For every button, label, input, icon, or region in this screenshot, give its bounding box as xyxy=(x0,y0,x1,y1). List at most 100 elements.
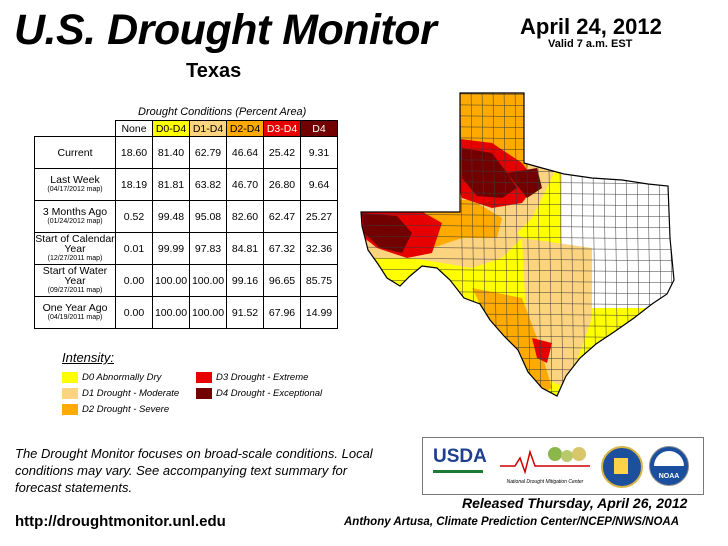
county-line xyxy=(361,136,674,141)
row-label-date: (09/27/2011 map) xyxy=(47,286,103,294)
d4-farwest-area xyxy=(362,213,412,253)
usda-logo: USDA xyxy=(433,446,487,482)
table-cell: 18.60 xyxy=(115,136,153,169)
county-line xyxy=(361,378,674,383)
row-label: 3 Months Ago (01/24/2012 map) xyxy=(34,200,116,233)
table-cell: 25.27 xyxy=(300,200,338,233)
row-label: Start of Calendar Year (12/27/2011 map) xyxy=(34,232,116,265)
legend-swatch-d4 xyxy=(196,388,212,399)
county-line xyxy=(680,88,684,406)
region-name: Texas xyxy=(186,60,242,82)
release-date: Released Thursday, April 26, 2012 xyxy=(462,495,688,511)
table-cell: 32.36 xyxy=(300,232,338,265)
county-line xyxy=(361,246,674,251)
table-cell: 0.00 xyxy=(115,264,153,297)
usda-logo-text: USDA xyxy=(433,446,487,467)
county-line xyxy=(361,268,674,273)
row-label-text: One Year Ago xyxy=(42,301,108,314)
ndmc-logo-text: National Drought Mitigation Center xyxy=(506,479,584,485)
column-header: D4 xyxy=(300,120,338,137)
table-row: Last Week (04/17/2012 map) 18.19 81.81 63.82… xyxy=(34,168,338,201)
author-credit: Anthony Artusa, Climate Prediction Cente… xyxy=(344,516,680,528)
row-label-text: 3 Months Ago xyxy=(42,205,108,218)
noaa-logo-icon: NOAA xyxy=(649,446,689,486)
legend-label-d1: D1 Drought - Moderate xyxy=(82,388,180,399)
map-date: April 24, 2012 xyxy=(520,14,662,39)
row-label: Start of Water Year (09/27/2011 map) xyxy=(34,264,116,297)
table-cell: 85.75 xyxy=(300,264,338,297)
county-line xyxy=(361,235,674,240)
legend-label-d2: D2 Drought - Severe xyxy=(82,404,170,415)
row-label-text: Start of Water Year xyxy=(42,264,108,287)
table-corner xyxy=(35,121,116,137)
row-label-text: Start of Calendar Year xyxy=(35,232,115,255)
table-cell: 91.52 xyxy=(226,296,264,329)
column-header: D0-D4 xyxy=(152,120,190,137)
table-cell: 67.96 xyxy=(263,296,301,329)
table-cell: 63.82 xyxy=(189,168,227,201)
county-line xyxy=(361,103,674,108)
d2-south-area xyxy=(472,288,552,396)
legend-swatch-d0 xyxy=(62,372,78,383)
table-cell: 9.31 xyxy=(300,136,338,169)
drought-conditions-table: None D0-D4 D1-D4 D2-D4 D3-D4 D4 Current 1… xyxy=(34,120,338,329)
table-row: Start of Water Year (09/27/2011 map) 0.00 1… xyxy=(34,264,338,297)
table-cell: 62.79 xyxy=(189,136,227,169)
legend-label-d3: D3 Drought - Extreme xyxy=(216,372,309,383)
row-label-date: (04/19/2011 map) xyxy=(47,313,103,321)
county-line xyxy=(361,93,674,97)
column-header: None xyxy=(115,120,153,137)
table-cell: 100.00 xyxy=(152,296,190,329)
county-line xyxy=(361,213,674,218)
table-cell: 18.19 xyxy=(115,168,153,201)
d3-south-area xyxy=(532,338,552,363)
valid-time: Valid 7 a.m. EST xyxy=(548,38,633,50)
noaa-sky xyxy=(654,451,684,466)
table-cell: 14.99 xyxy=(300,296,338,329)
county-line xyxy=(361,114,674,119)
row-label: One Year Ago (04/19/2011 map) xyxy=(34,296,116,329)
noaa-logo-text: NOAA xyxy=(658,473,680,480)
state-outline xyxy=(360,92,675,397)
table-cell: 0.52 xyxy=(115,200,153,233)
table-cell: 96.65 xyxy=(263,264,301,297)
texas-drought-map xyxy=(360,88,684,406)
commerce-seal-icon xyxy=(601,446,643,488)
seal-shield xyxy=(614,458,628,474)
table-cell: 81.81 xyxy=(152,168,190,201)
d4-northwest-area xyxy=(462,148,517,198)
county-line xyxy=(361,147,674,152)
table-cell: 46.70 xyxy=(226,168,264,201)
table-cell: 26.80 xyxy=(263,168,301,201)
table-cell: 100.00 xyxy=(189,296,227,329)
row-label: Current xyxy=(34,136,116,169)
table-cell: 84.81 xyxy=(226,232,264,265)
ndmc-tree-icon xyxy=(500,447,590,475)
column-header: D2-D4 xyxy=(226,120,264,137)
table-cell: 100.00 xyxy=(152,264,190,297)
row-label-date: (04/17/2012 map) xyxy=(47,185,103,193)
county-line xyxy=(361,224,674,229)
ndmc-logo: National Drought Mitigation Center xyxy=(495,444,595,488)
table-row: 3 Months Ago (01/24/2012 map) 0.52 99.48 95.… xyxy=(34,200,338,233)
column-header: D3-D4 xyxy=(263,120,301,137)
legend-label-d4: D4 Drought - Exceptional xyxy=(216,388,323,399)
table-row: One Year Ago (04/19/2011 map) 0.00 100.00 10… xyxy=(34,296,338,329)
county-line xyxy=(361,125,674,130)
row-label-date: (01/24/2012 map) xyxy=(47,217,103,225)
table-cell: 0.01 xyxy=(115,232,153,265)
legend-swatch-d2 xyxy=(62,404,78,415)
d4-central-area xyxy=(507,168,542,198)
table-cell: 25.42 xyxy=(263,136,301,169)
county-line xyxy=(361,389,674,394)
footnote: The Drought Monitor focuses on broad-sca… xyxy=(15,446,373,495)
website-link[interactable]: http://droughtmonitor.unl.edu xyxy=(15,513,226,530)
row-label: Last Week (04/17/2012 map) xyxy=(34,168,116,201)
table-cell: 62.47 xyxy=(263,200,301,233)
table-cell: 97.83 xyxy=(189,232,227,265)
table-cell: 99.99 xyxy=(152,232,190,265)
table-cell: 82.60 xyxy=(226,200,264,233)
row-label-text: Last Week xyxy=(50,173,100,186)
table-cell: 99.48 xyxy=(152,200,190,233)
legend-title: Intensity: xyxy=(62,350,115,365)
